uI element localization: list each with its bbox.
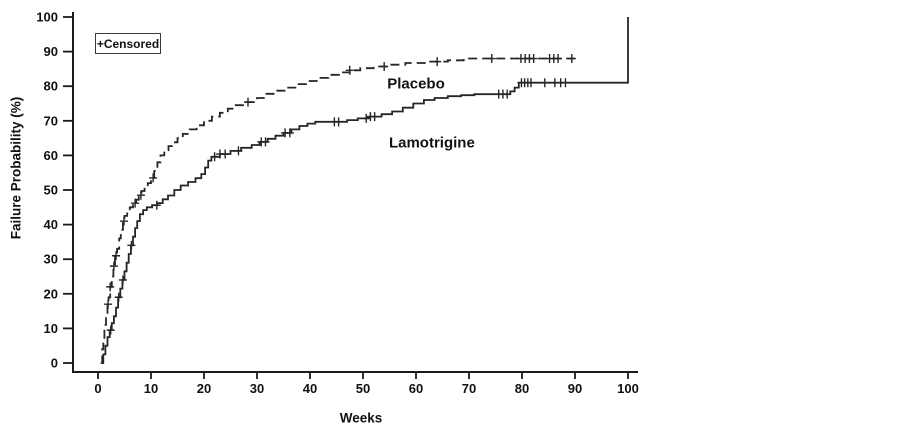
y-tick-label: 10 bbox=[44, 321, 58, 336]
x-tick-label: 80 bbox=[515, 381, 529, 396]
placebo-censor-mark bbox=[136, 190, 145, 200]
lamotrigine-censor-mark bbox=[210, 152, 219, 162]
x-tick-label: 70 bbox=[462, 381, 476, 396]
x-tick-label: 50 bbox=[356, 381, 370, 396]
placebo-censor-mark bbox=[104, 299, 113, 309]
lamotrigine-censor-mark bbox=[540, 78, 549, 88]
lamotrigine-censor-mark bbox=[127, 240, 136, 250]
x-tick-label: 10 bbox=[144, 381, 158, 396]
x-tick-label: 20 bbox=[197, 381, 211, 396]
y-axis-title: Failure Probability (%) bbox=[8, 96, 24, 240]
placebo-censor-mark bbox=[380, 61, 389, 71]
lamotrigine-censor-mark bbox=[285, 128, 294, 138]
lamotrigine-censor-mark bbox=[118, 275, 127, 285]
y-tick-label: 60 bbox=[44, 148, 58, 163]
y-tick-label: 80 bbox=[44, 79, 58, 94]
x-tick-label: 60 bbox=[409, 381, 423, 396]
lamotrigine-censor-mark bbox=[221, 149, 230, 159]
placebo-censor-mark bbox=[554, 54, 563, 64]
placebo-curve bbox=[100, 57, 575, 364]
x-tick-label: 30 bbox=[250, 381, 264, 396]
placebo-series-label: Placebo bbox=[387, 75, 445, 93]
lamotrigine-censor-mark bbox=[561, 78, 570, 88]
placebo-censor-mark bbox=[149, 173, 158, 183]
y-tick-label: 40 bbox=[44, 217, 58, 232]
y-tick-label: 90 bbox=[44, 44, 58, 59]
lamotrigine-censor-mark bbox=[234, 146, 243, 156]
lamotrigine-censor-mark bbox=[152, 200, 161, 210]
censored-legend: +Censored bbox=[95, 33, 161, 54]
x-axis-title: Weeks bbox=[339, 410, 383, 426]
placebo-censor-mark bbox=[345, 65, 354, 75]
placebo-censor-mark bbox=[529, 54, 538, 64]
x-tick-label: 90 bbox=[568, 381, 582, 396]
lamotrigine-series-label: Lamotrigine bbox=[388, 134, 475, 152]
axis-frame bbox=[72, 12, 638, 373]
placebo-censor-mark bbox=[112, 251, 121, 261]
lamotrigine-censor-mark bbox=[362, 113, 371, 123]
placebo-censor-mark bbox=[109, 261, 118, 271]
lamotrigine-censor-mark bbox=[370, 112, 379, 122]
y-tick-label: 50 bbox=[44, 183, 58, 198]
lamotrigine-censor-mark bbox=[114, 292, 123, 302]
lamotrigine-censor-mark bbox=[503, 89, 512, 99]
placebo-censor-mark bbox=[119, 216, 128, 226]
placebo-censor-mark bbox=[131, 198, 140, 208]
placebo-censor-mark bbox=[487, 54, 496, 64]
x-tick-label: 40 bbox=[303, 381, 317, 396]
lamotrigine-curve bbox=[101, 17, 629, 364]
placebo-censor-mark bbox=[243, 97, 252, 107]
placebo-censor-mark bbox=[433, 57, 442, 67]
lamotrigine-censor-mark bbox=[261, 137, 270, 147]
x-tick-label: 0 bbox=[94, 381, 101, 396]
lamotrigine-censor-mark bbox=[106, 325, 115, 335]
y-tick-label: 100 bbox=[36, 10, 58, 25]
censored-legend-label: +Censored bbox=[96, 36, 160, 51]
lamotrigine-censor-mark bbox=[334, 117, 343, 127]
placebo-censor-mark bbox=[106, 282, 115, 292]
y-tick-label: 20 bbox=[44, 286, 58, 301]
y-tick-label: 0 bbox=[51, 356, 58, 371]
y-tick-label: 70 bbox=[44, 113, 58, 128]
y-tick-label: 30 bbox=[44, 252, 58, 267]
x-tick-label: 100 bbox=[617, 381, 639, 396]
lamotrigine-censor-mark bbox=[527, 78, 536, 88]
placebo-censor-mark bbox=[567, 54, 576, 64]
